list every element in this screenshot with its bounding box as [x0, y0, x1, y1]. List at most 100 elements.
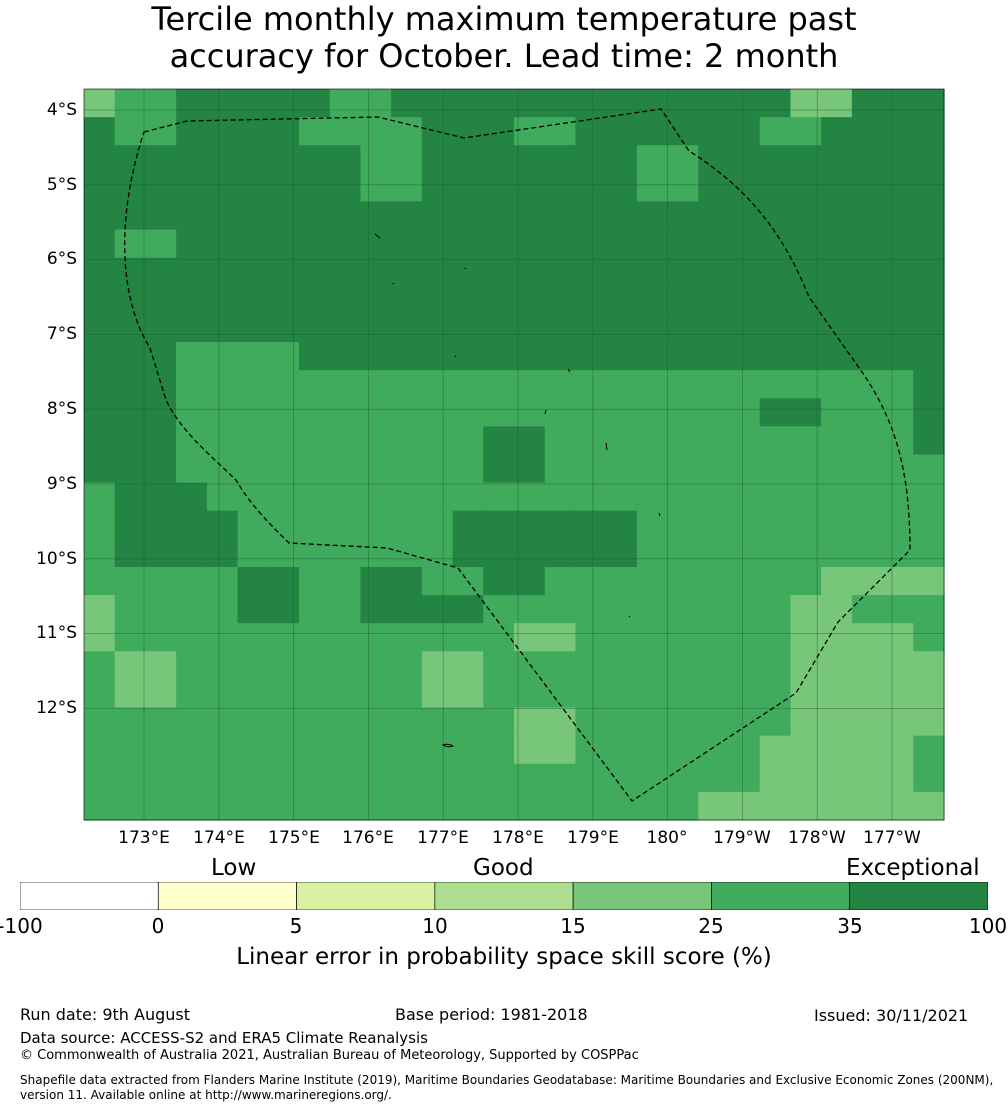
grid-cell	[790, 707, 822, 737]
grid-cell	[360, 229, 392, 259]
grid-cell	[206, 735, 239, 765]
grid-cell	[575, 482, 607, 512]
grid-cell	[421, 426, 454, 456]
grid-cell	[544, 370, 577, 399]
grid-cell	[421, 707, 454, 737]
grid-cell	[329, 229, 362, 259]
grid-cell	[452, 257, 484, 287]
grid-cell	[176, 285, 208, 315]
shapefile-credit-line-2: version 11. Available online at http://w…	[20, 1088, 392, 1102]
grid-cell	[606, 257, 638, 287]
lon-label: 179°E	[567, 828, 619, 848]
grid-cell	[268, 791, 300, 821]
grid-cell	[268, 173, 300, 203]
grid-cell	[84, 566, 116, 596]
grid-cell	[821, 651, 853, 681]
grid-cell	[913, 679, 945, 709]
grid-cell	[452, 707, 484, 737]
grid-cell	[821, 735, 853, 765]
grid-cell	[729, 735, 761, 765]
grid-cell	[790, 623, 822, 652]
grid-cell	[544, 398, 577, 427]
grid-cell	[452, 117, 484, 146]
grid-cell	[606, 482, 638, 512]
grid-cell	[360, 679, 392, 709]
grid-cell	[729, 566, 761, 596]
grid-cell	[913, 313, 945, 343]
grid-cell	[483, 257, 515, 287]
grid-cell	[452, 595, 484, 624]
grid-cell	[851, 595, 884, 624]
grid-cell	[452, 510, 484, 540]
grid-cell	[698, 398, 730, 427]
grid-cell	[821, 285, 853, 315]
grid-cell	[575, 370, 607, 399]
grid-cell	[606, 426, 638, 456]
grid-cell	[206, 313, 239, 343]
grid-cell	[176, 482, 208, 512]
grid-cell	[544, 426, 577, 456]
grid-cell	[145, 510, 177, 540]
grid-cell	[882, 595, 914, 624]
grid-cell	[821, 510, 853, 540]
grid-cell	[452, 538, 484, 568]
skill-score-map	[83, 88, 945, 821]
grid-cell	[114, 426, 147, 456]
grid-cell	[882, 679, 914, 709]
grid-cell	[237, 679, 269, 709]
grid-cell	[237, 398, 269, 427]
grid-cell	[882, 117, 914, 146]
grid-cell	[851, 89, 884, 118]
grid-cell	[698, 370, 730, 399]
grid-cell	[421, 342, 454, 371]
grid-cell	[114, 791, 147, 821]
grid-cell	[698, 117, 730, 146]
grid-cell	[882, 566, 914, 596]
grid-cell	[114, 89, 147, 118]
grid-cell	[636, 566, 669, 596]
grid-cell	[360, 117, 392, 146]
grid-cell	[544, 763, 577, 793]
grid-cell	[84, 791, 116, 821]
grid-cell	[636, 791, 669, 821]
grid-cell	[790, 482, 822, 512]
grid-cell	[391, 651, 423, 681]
lat-label: 8°S	[46, 399, 77, 419]
grid-cell	[606, 510, 638, 540]
grid-cell	[84, 707, 116, 737]
grid-cell	[606, 89, 638, 118]
grid-cell	[821, 342, 853, 371]
colorbar	[20, 882, 988, 910]
island-outline	[544, 409, 547, 415]
grid-cell	[237, 370, 269, 399]
grid-cell	[759, 763, 792, 793]
grid-cell	[452, 791, 484, 821]
grid-cell	[391, 510, 423, 540]
grid-cell	[268, 707, 300, 737]
grid-cell	[145, 651, 177, 681]
grid-cell	[514, 735, 546, 765]
grid-cell	[851, 342, 884, 371]
grid-cell	[514, 173, 546, 203]
grid-cell	[329, 566, 362, 596]
lon-label: 180°	[646, 828, 688, 848]
grid-cell	[913, 707, 945, 737]
grid-cell	[145, 173, 177, 203]
grid-cell	[84, 313, 116, 343]
lon-label: 177°E	[417, 828, 469, 848]
grid-cell	[514, 623, 546, 652]
grid-cell	[483, 426, 515, 456]
grid-cell	[544, 707, 577, 737]
grid-cell	[913, 566, 945, 596]
island-outline	[567, 368, 571, 373]
grid-cell	[759, 257, 792, 287]
grid-cell	[667, 651, 699, 681]
grid-cell	[882, 370, 914, 399]
grid-cell	[391, 370, 423, 399]
grid-cell	[206, 791, 239, 821]
grid-cell	[206, 679, 239, 709]
grid-cell	[483, 370, 515, 399]
grid-cell	[206, 763, 239, 793]
lat-label: 6°S	[46, 249, 77, 269]
grid-cell	[514, 117, 546, 146]
